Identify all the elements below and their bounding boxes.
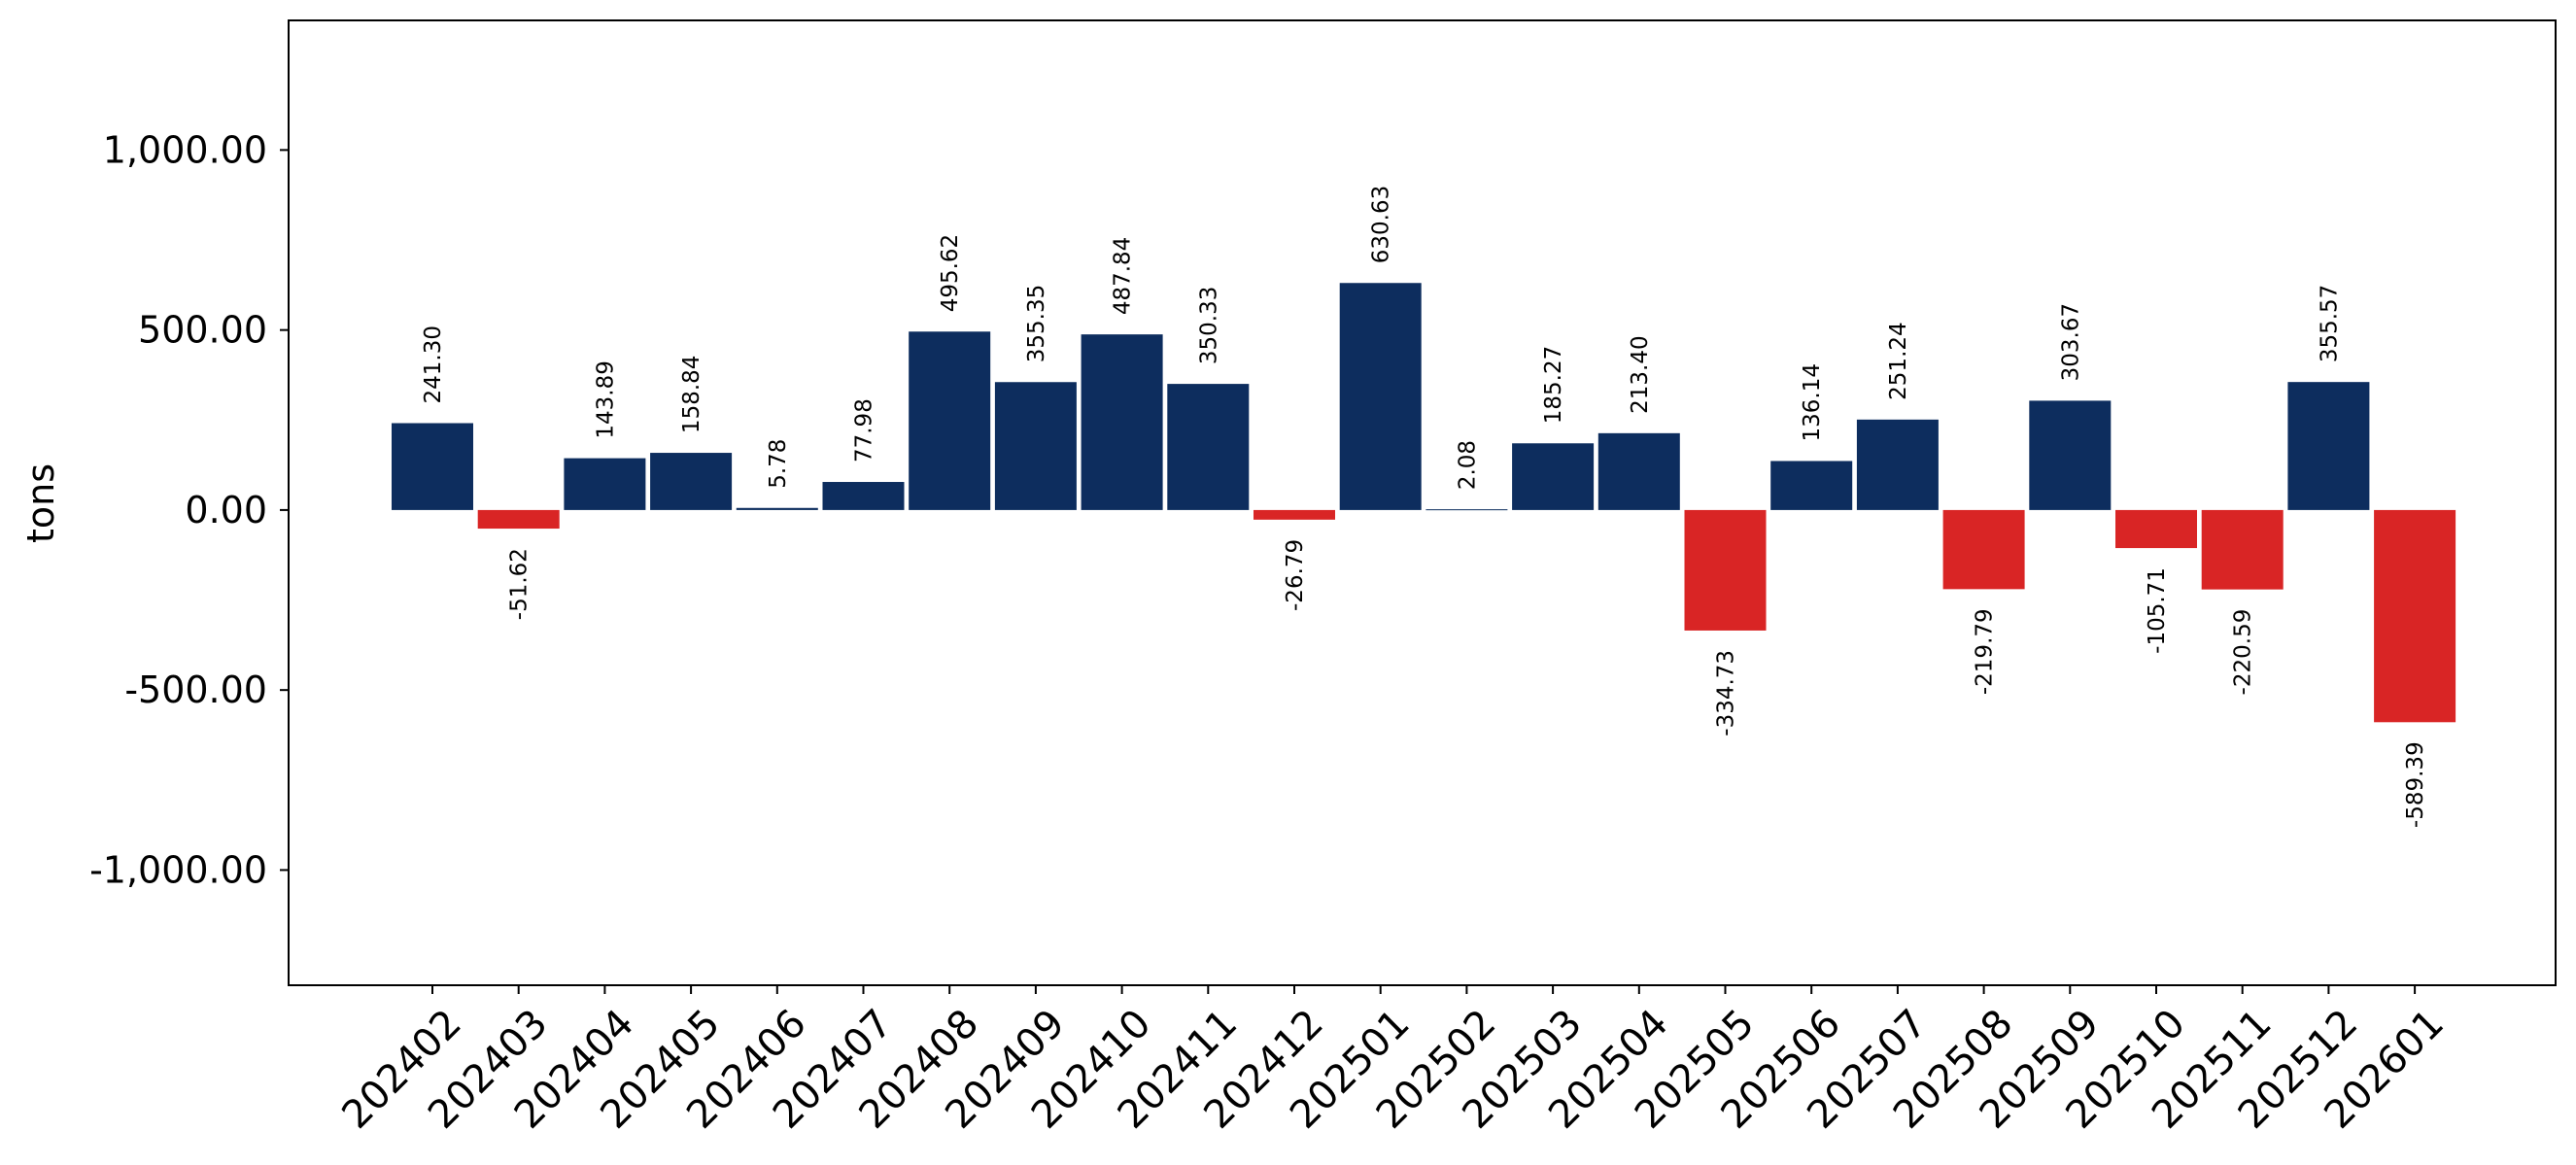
data-label: 251.24 xyxy=(1886,322,1911,399)
data-label: -589.39 xyxy=(2403,741,2428,828)
data-label: 495.62 xyxy=(938,234,963,312)
bar xyxy=(1254,509,1335,520)
data-label: 5.78 xyxy=(766,439,791,489)
bar xyxy=(1770,461,1853,510)
data-label: -51.62 xyxy=(507,548,532,620)
data-label: 630.63 xyxy=(1369,186,1394,263)
data-label: 136.14 xyxy=(1800,363,1825,441)
y-tick-label: 0.00 xyxy=(185,489,267,531)
bar xyxy=(2374,509,2456,723)
bar xyxy=(1425,509,1508,511)
data-label: 185.27 xyxy=(1541,346,1566,424)
bar xyxy=(1856,419,1939,510)
y-tick-label: -500.00 xyxy=(124,668,267,711)
y-axis: -1,000.00 -500.00 0.00 500.00 1,000.00 xyxy=(89,128,289,891)
bar xyxy=(564,458,646,510)
bar xyxy=(1597,432,1680,510)
bar xyxy=(650,453,733,510)
y-axis-label: tons xyxy=(19,463,62,543)
bars xyxy=(392,283,2456,723)
data-label: 77.98 xyxy=(852,398,877,463)
data-label: 487.84 xyxy=(1111,237,1136,315)
bar xyxy=(1081,334,1163,510)
data-label: -219.79 xyxy=(1973,608,1998,695)
data-label: 213.40 xyxy=(1628,335,1653,413)
bar xyxy=(909,331,991,510)
bar xyxy=(822,482,905,510)
data-label: 241.30 xyxy=(421,326,446,403)
data-label: 158.84 xyxy=(679,356,704,433)
data-label: 303.67 xyxy=(2058,303,2083,381)
bar xyxy=(2201,509,2284,590)
data-label: -334.73 xyxy=(1714,650,1739,737)
y-tick-label: 500.00 xyxy=(138,309,267,352)
data-label: 355.57 xyxy=(2317,285,2342,362)
data-label: 143.89 xyxy=(593,360,618,438)
data-labels: 241.30 -51.62 143.89 158.84 5.78 77.98 495.62 3… xyxy=(421,186,2428,828)
data-label: 355.35 xyxy=(1024,285,1049,362)
bar xyxy=(994,382,1077,510)
bar xyxy=(2115,509,2197,549)
data-label: -220.59 xyxy=(2231,609,2256,696)
bar xyxy=(736,507,818,510)
bar xyxy=(1167,384,1250,510)
bar xyxy=(2287,382,2370,510)
bar xyxy=(2029,400,2112,510)
data-label: 350.33 xyxy=(1196,287,1221,364)
y-tick-label: 1,000.00 xyxy=(103,128,267,171)
bar xyxy=(1942,509,2025,590)
data-label: 2.08 xyxy=(1455,440,1480,490)
bar xyxy=(1339,283,1422,510)
x-axis: 2024022024032024042024052024062024072024… xyxy=(333,985,2453,1138)
data-label: -105.71 xyxy=(2145,567,2170,654)
bar xyxy=(1512,443,1595,510)
bar xyxy=(1684,509,1767,631)
data-label: -26.79 xyxy=(1283,539,1308,611)
bar xyxy=(392,423,473,510)
y-tick-label: -1,000.00 xyxy=(89,848,267,891)
bar xyxy=(477,509,560,530)
